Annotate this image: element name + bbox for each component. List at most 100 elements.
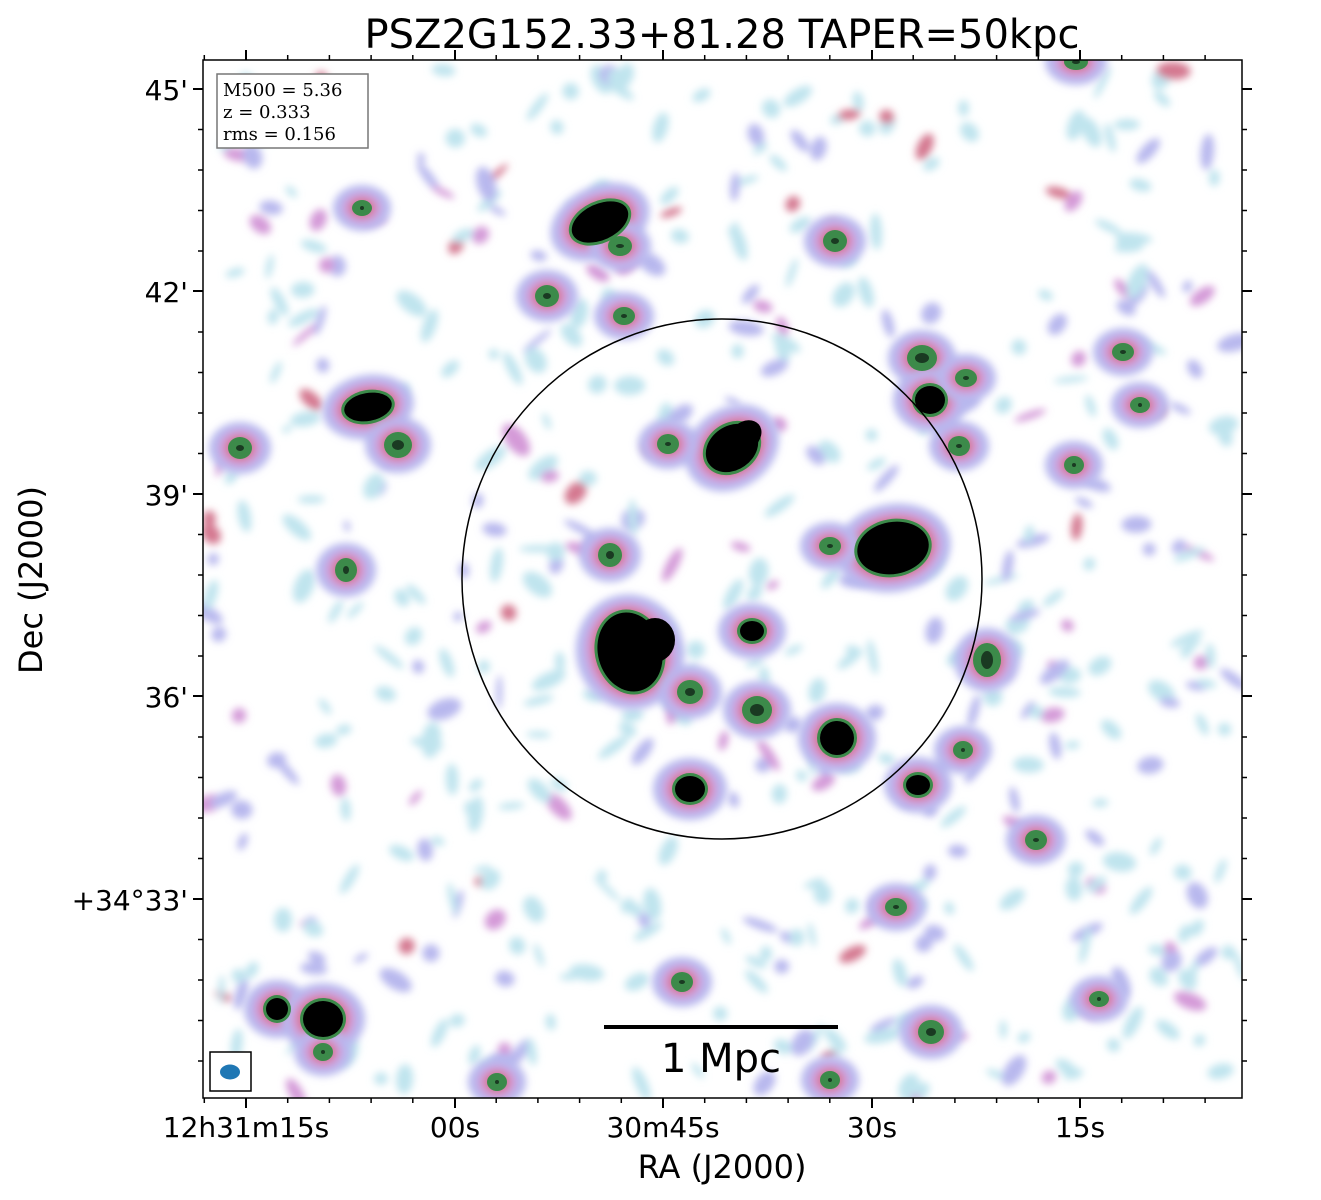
noise-blob — [865, 704, 884, 721]
noise-blob — [468, 1045, 481, 1065]
noise-blob — [1114, 278, 1131, 299]
noise-blob — [412, 659, 425, 674]
noise-blob — [374, 645, 404, 669]
noise-blob — [496, 674, 503, 710]
noise-blob — [870, 213, 883, 250]
source-center — [679, 980, 685, 984]
noise-blob — [1023, 525, 1034, 543]
noise-blob — [203, 579, 219, 610]
noise-blob — [958, 100, 969, 117]
noise-blob — [498, 802, 525, 810]
noise-blob — [995, 396, 1012, 414]
noise-blob — [292, 569, 315, 603]
noise-blob — [316, 357, 330, 373]
source-core — [303, 1001, 343, 1037]
source-center — [963, 376, 969, 380]
noise-blob — [1001, 1055, 1027, 1086]
y-tick-labels: 45' 42' 39' 36' +34°33' — [72, 74, 188, 917]
noise-blob — [839, 945, 866, 963]
noise-blob — [983, 574, 1019, 585]
noise-blob — [396, 1064, 414, 1095]
noise-blob — [353, 952, 369, 963]
y-axis-label: Dec (J2000) — [12, 486, 50, 674]
noise-blob — [1014, 408, 1047, 422]
noise-blob — [533, 943, 544, 967]
noise-blob — [621, 707, 644, 722]
noise-blob — [1011, 339, 1027, 355]
noise-blob — [297, 495, 325, 504]
noise-blob — [945, 576, 969, 601]
noise-blob — [1071, 513, 1083, 541]
noise-blob — [410, 737, 444, 750]
noise-blob — [417, 152, 426, 164]
noise-blob — [237, 833, 248, 851]
noise-blob — [477, 660, 490, 674]
noise-blob — [319, 257, 335, 273]
noise-blob — [524, 347, 547, 374]
image-area — [203, 60, 1242, 1098]
noise-blob — [282, 425, 292, 433]
noise-blob — [422, 944, 440, 962]
noise-blob — [526, 1038, 537, 1066]
noise-blob — [944, 901, 955, 915]
noise-blob — [265, 254, 274, 279]
noise-blob — [282, 514, 312, 541]
noise-blob — [870, 1017, 897, 1032]
noise-blob — [733, 175, 759, 186]
source-center — [665, 442, 671, 446]
noise-blob — [881, 309, 895, 338]
noise-blob — [471, 226, 490, 244]
source-center — [236, 445, 244, 451]
source-center — [961, 748, 965, 752]
source-center — [685, 688, 695, 696]
noise-blob — [528, 455, 558, 481]
noise-blob — [579, 470, 597, 486]
noise-blob — [810, 136, 827, 161]
beam-box — [209, 1051, 252, 1092]
noise-blob — [1148, 680, 1175, 703]
noise-blob — [1086, 876, 1107, 893]
noise-blob — [347, 602, 364, 619]
noise-blob — [299, 388, 323, 411]
noise-blob — [1047, 313, 1068, 336]
noise-blob — [303, 920, 324, 937]
noise-blob — [1048, 686, 1081, 698]
noise-blob — [652, 112, 669, 143]
extended-tail — [635, 420, 762, 662]
noise-blob — [545, 792, 572, 821]
noise-blob — [1182, 280, 1193, 293]
noise-blob — [453, 611, 463, 622]
noise-blob — [692, 88, 711, 103]
noise-blob — [203, 602, 223, 624]
noise-blob — [1189, 285, 1215, 307]
noise-blob — [790, 129, 810, 152]
info-redshift: z = 0.333 — [223, 102, 311, 123]
noise-blob — [1155, 1019, 1180, 1040]
y-tick-label: 45' — [145, 74, 188, 107]
noise-blob — [925, 617, 944, 644]
noise-blob — [523, 896, 545, 923]
noise-blob — [878, 753, 895, 765]
noise-blob — [396, 290, 427, 317]
noise-blob — [286, 1078, 306, 1098]
noise-blob — [335, 724, 352, 736]
noise-blob — [267, 309, 279, 325]
noise-blob — [300, 962, 328, 975]
noise-blob — [1102, 428, 1119, 450]
noise-blob — [730, 172, 740, 202]
noise-blob — [1009, 786, 1020, 813]
noise-blob — [1065, 741, 1080, 750]
noise-blob — [811, 773, 836, 792]
noise-blob — [588, 375, 607, 394]
noise-blob — [1063, 1069, 1084, 1080]
noise-texture — [203, 61, 1242, 1098]
noise-blob — [1148, 944, 1168, 956]
noise-blob — [1122, 1006, 1143, 1039]
noise-blob — [1021, 701, 1035, 719]
noise-blob — [564, 519, 596, 537]
noise-blob — [526, 93, 549, 121]
noise-blob — [1126, 264, 1149, 298]
noise-blob — [1106, 1038, 1121, 1052]
noise-blob — [1129, 886, 1153, 915]
